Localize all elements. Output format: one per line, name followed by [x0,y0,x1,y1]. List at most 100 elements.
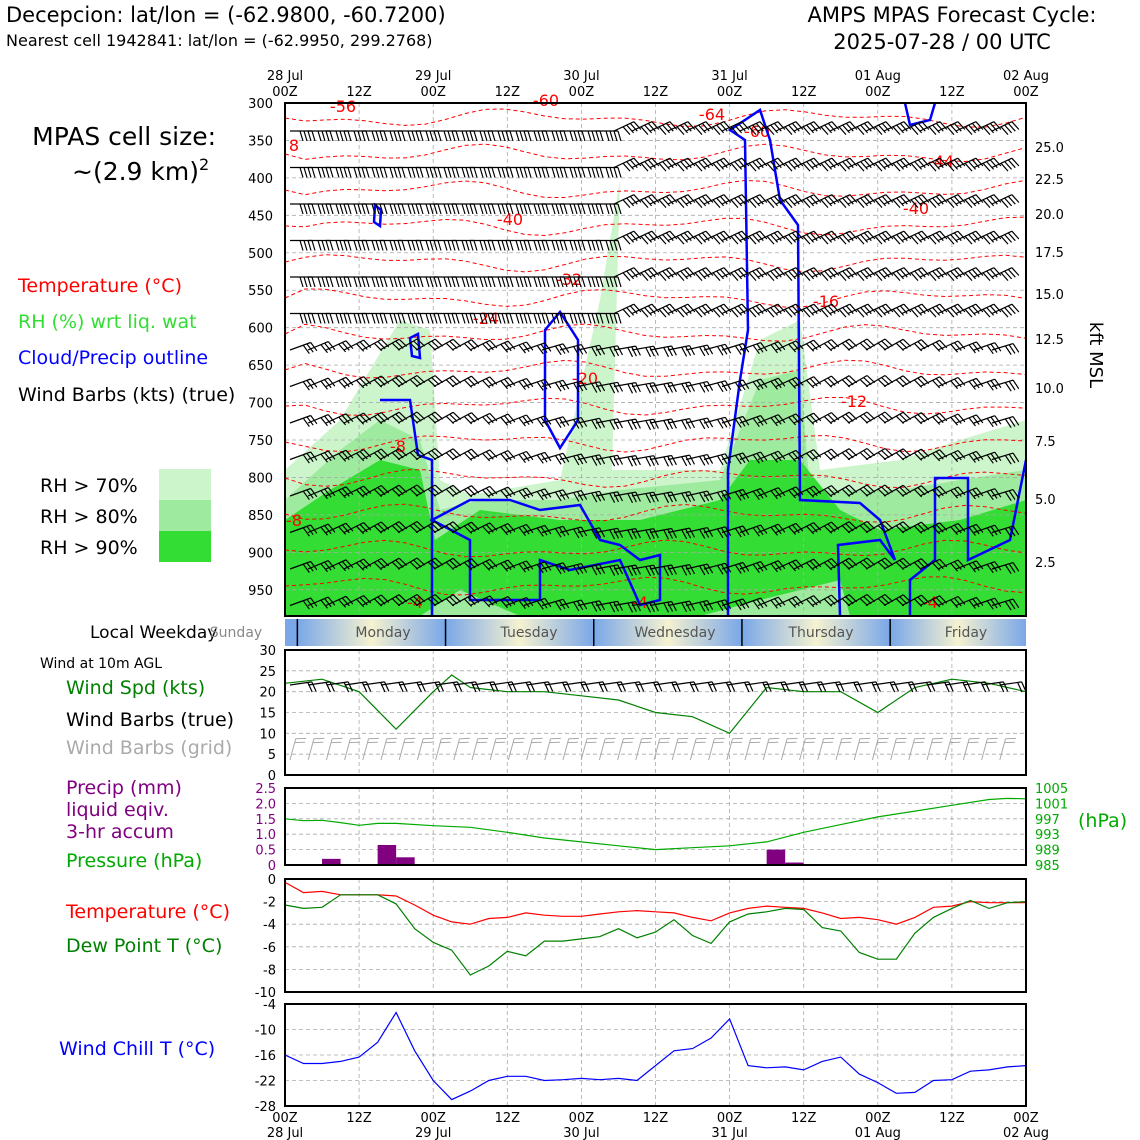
wind-barb [739,378,768,391]
pressure-tick-label: 400 [248,172,273,187]
wind-barb [598,737,616,761]
wind-barb [631,564,659,577]
wind-barb [398,737,416,761]
wind-barb [744,737,762,761]
temperature-tick-label: -4 [263,918,276,933]
wind-barb [523,378,552,391]
wind-barb [398,239,424,251]
wind-barb [434,130,460,142]
wind-barb [883,338,912,351]
precip-bar [396,857,415,865]
wind-barb [506,312,532,324]
wind-barb [653,737,671,761]
windchill-tick-label: -10 [255,1024,276,1039]
wind-barb [397,374,426,388]
wind-barb [505,487,534,500]
temperature-contour-label: -4 [922,593,938,612]
wind-barb [487,559,516,572]
wind-barb [708,681,736,693]
wind-barb [883,157,912,172]
wind-barb [817,681,845,693]
wind-barb [325,413,354,426]
weekday-segment [741,619,891,646]
wind-barb [793,522,822,535]
wind-barb [397,557,426,570]
wind-barb [307,560,336,573]
wind-barb [290,239,316,251]
wind-barb [397,411,426,424]
wind-barb [578,312,604,324]
wind-barb [505,560,534,573]
wind-barb [945,681,972,693]
wind-barb [685,303,714,318]
wind-barb [544,737,561,761]
wind-barb [973,230,1002,245]
wind-barb [973,303,1002,318]
wind-barb [344,276,370,288]
wind-barb [775,413,804,426]
wind-barb [452,276,478,288]
wind-barb [854,681,881,693]
precip-bar [766,849,786,865]
wind-barb [919,485,948,498]
wind-barb [653,681,681,693]
wind-barb [901,594,930,607]
bottom-hour-label: 12Z [791,1111,817,1126]
wind-barb [471,737,489,761]
wind-barb [308,166,334,178]
weekday-segment [593,619,742,646]
wind-barb [991,343,1020,356]
wind-barb [703,267,732,281]
top-date-label: 31 Jul [711,69,747,84]
wind-barb [937,376,966,390]
wind-barb [763,681,790,693]
wind-barb [811,412,840,425]
wind-barb [703,303,732,318]
wind-barb [434,166,460,178]
kft-tick-label: 2.5 [1035,556,1056,571]
wind-barb [793,412,822,425]
wind-barb [487,377,516,390]
wind-barb [488,276,514,288]
wind-barb [739,342,768,355]
wind-barb [488,166,514,178]
wind-barb [757,341,786,354]
wind-barb [973,157,1002,172]
wind-barb [991,525,1020,538]
wind-barb [631,528,659,540]
wind-barb [799,681,827,693]
wind-barb [847,194,876,208]
wind-barb [649,230,678,245]
wind-barb [560,276,586,288]
legend-wind: Wind Barbs (kts) (true) [18,384,235,406]
wind-barb [811,594,840,607]
wind-barb [595,418,624,430]
kft-tick-label: 17.5 [1035,246,1064,261]
windspd-line [284,674,1027,735]
wind-barb [613,230,642,245]
kft-tick-label: 15.0 [1035,288,1064,303]
dewpoint-label: Dew Point T (°C) [66,935,222,957]
nearest-cell-text: Nearest cell 1942841: lat/lon = (-62.995… [6,31,433,50]
wind-barb [578,203,604,215]
pressure-tick-label: 800 [248,471,273,486]
wind-barb [488,312,514,324]
wind-barb [560,312,586,324]
windchill-tick-label: -16 [255,1049,276,1064]
precip-tick-label: 0 [268,859,276,874]
wind-barb [487,523,516,536]
wind-barb [991,267,1020,281]
wind-barb [991,416,1020,429]
wind-barb [289,524,318,537]
weekday-segment [297,619,446,646]
temperature-contour-label: -40 [903,199,929,218]
wind-barb [506,203,532,215]
wind-barb [578,276,604,288]
bottom-hour-label: 12Z [643,1111,669,1126]
wind-barb [667,303,696,318]
cloud-outline [408,332,422,360]
wind-barb [490,681,517,693]
wind-barb [649,121,678,135]
precip-label-1: Precip (mm) [66,777,182,799]
wind-barb [505,596,534,609]
